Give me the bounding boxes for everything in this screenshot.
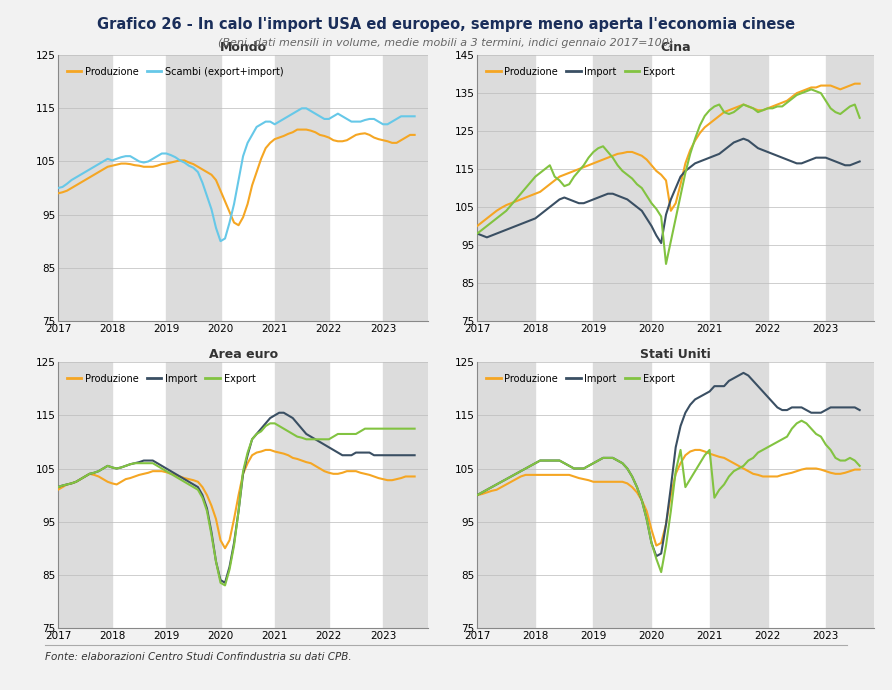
Bar <box>477 55 535 321</box>
Title: Mondo: Mondo <box>219 41 267 54</box>
Bar <box>166 362 220 628</box>
Bar <box>710 362 768 628</box>
Bar <box>275 362 329 628</box>
Bar <box>275 55 329 321</box>
Bar <box>166 55 220 321</box>
Legend: Produzione, Import, Export: Produzione, Import, Export <box>482 63 679 81</box>
Bar <box>826 362 874 628</box>
Title: Stati Uniti: Stati Uniti <box>640 348 711 361</box>
Legend: Produzione, Scambi (export+import): Produzione, Scambi (export+import) <box>62 63 288 81</box>
Bar <box>710 55 768 321</box>
Legend: Produzione, Import, Export: Produzione, Import, Export <box>482 370 679 388</box>
Title: Area euro: Area euro <box>209 348 277 361</box>
Legend: Produzione, Import, Export: Produzione, Import, Export <box>62 370 260 388</box>
Text: Grafico 26 - In calo l'import USA ed europeo, sempre meno aperta l'economia cine: Grafico 26 - In calo l'import USA ed eur… <box>97 17 795 32</box>
Text: Fonte: elaborazioni Centro Studi Confindustria su dati CPB.: Fonte: elaborazioni Centro Studi Confind… <box>45 652 351 662</box>
Bar <box>477 362 535 628</box>
Bar <box>826 55 874 321</box>
Bar <box>383 55 428 321</box>
Bar <box>593 362 651 628</box>
Bar <box>383 362 428 628</box>
Bar <box>593 55 651 321</box>
Bar <box>58 55 112 321</box>
Text: (Beni, dati mensili in volume, medie mobili a 3 termini, indici gennaio 2017=100: (Beni, dati mensili in volume, medie mob… <box>219 38 673 48</box>
Bar <box>58 362 112 628</box>
Title: Cina: Cina <box>660 41 691 54</box>
